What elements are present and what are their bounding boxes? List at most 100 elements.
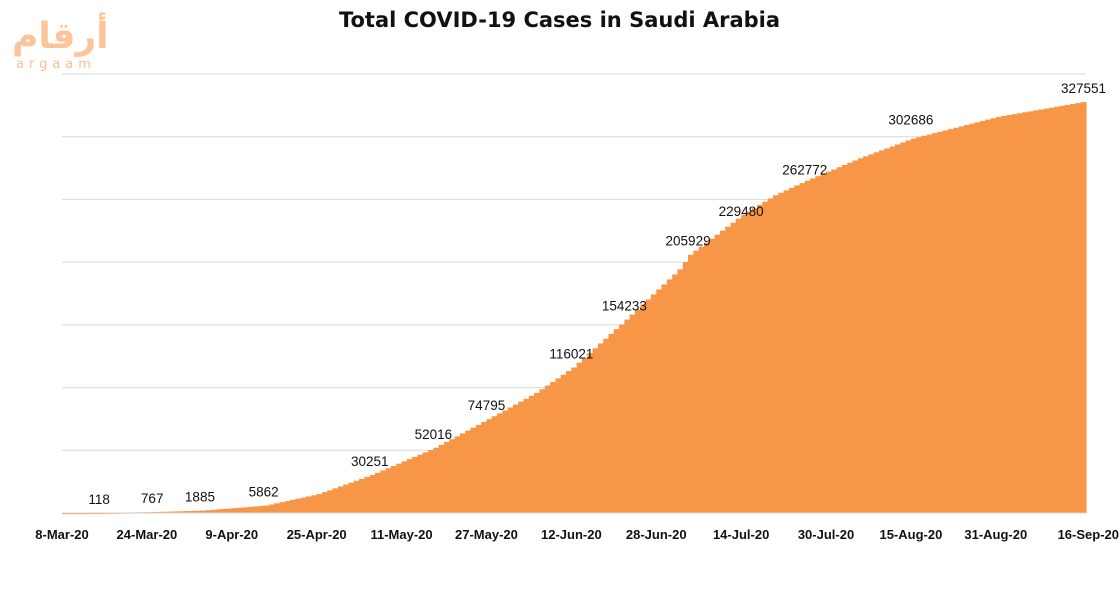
bar [746,211,753,513]
bar [979,120,986,513]
bar [428,450,434,513]
bar [178,511,185,513]
bar [804,180,811,514]
bar [677,269,684,513]
bar [401,461,408,513]
bar [640,304,647,513]
bar [507,407,514,513]
bar [528,395,535,513]
bar [311,495,318,513]
bars-group [62,102,1087,515]
bar [295,498,302,513]
bar [83,512,90,515]
bar [666,279,673,513]
bar [1006,115,1013,514]
bar [884,148,891,514]
bar [608,333,615,513]
bar [900,142,907,513]
bar [184,511,190,513]
bar [592,348,599,513]
bar [953,127,960,513]
bar [1022,112,1029,513]
bar [836,167,843,514]
bar [550,382,557,513]
bar [581,357,588,513]
bar [380,470,387,513]
bar [263,505,270,513]
data-label: 767 [141,491,164,506]
bar [974,122,981,513]
bar [512,404,519,513]
bar [772,195,779,513]
bar [221,508,228,513]
bar [475,424,482,513]
bar [385,468,392,513]
bar [523,398,530,513]
bar [990,118,997,513]
bar [698,246,705,513]
data-label: 205929 [666,234,711,249]
bar [444,442,450,513]
bar [274,503,281,513]
bar [693,250,700,513]
bar [672,274,679,513]
bar [1043,108,1050,513]
bar [725,226,732,513]
bar [889,146,896,513]
bar [719,230,726,513]
bar [449,439,456,513]
bar [226,508,233,513]
data-label: 52016 [415,427,453,442]
bar [332,488,339,513]
data-label: 302686 [888,112,933,127]
bar [162,511,169,513]
x-tick-label: 28-Jun-20 [626,527,687,542]
bar [497,413,503,513]
bar [173,511,180,513]
bar [396,463,403,513]
bar [215,509,222,513]
bar [635,309,641,513]
bar [714,234,721,513]
bar [157,511,164,514]
bar [820,173,827,513]
bar [1011,114,1018,513]
bar [194,510,201,513]
data-label: 118 [88,492,110,507]
bar [1059,105,1066,514]
bar [661,284,668,513]
bar [916,137,923,513]
bar [571,367,578,513]
bar [279,502,286,513]
bar [826,171,832,513]
bar [306,496,312,513]
bar [1027,111,1034,513]
logo-arabic-text: أرقام [12,12,109,57]
bar [300,497,307,513]
bar [942,130,949,513]
x-tick-label: 16-Sep-20 [1058,527,1119,542]
bar [560,374,567,513]
bar [894,144,901,513]
x-tick-label: 24-Mar-20 [117,527,178,542]
bar [857,158,864,513]
bar [645,299,652,513]
bar [995,116,1002,513]
bar [327,490,334,513]
x-tick-label: 14-Jul-20 [713,527,769,542]
bar [168,511,175,513]
argaam-logo: أرقام argaam [6,4,156,74]
bar [799,183,806,513]
bar [741,214,748,513]
bar [650,294,657,513]
bar [810,178,817,513]
x-tick-label: 11-May-20 [370,527,432,542]
x-tick-labels: 8-Mar-20 24-Mar-20 9-Apr-20 25-Apr-20 11-May… [35,527,1119,542]
bar [948,129,954,513]
bar [199,510,206,513]
bar [237,507,243,513]
bar [879,150,885,513]
bar [937,131,944,513]
bar [534,392,541,513]
